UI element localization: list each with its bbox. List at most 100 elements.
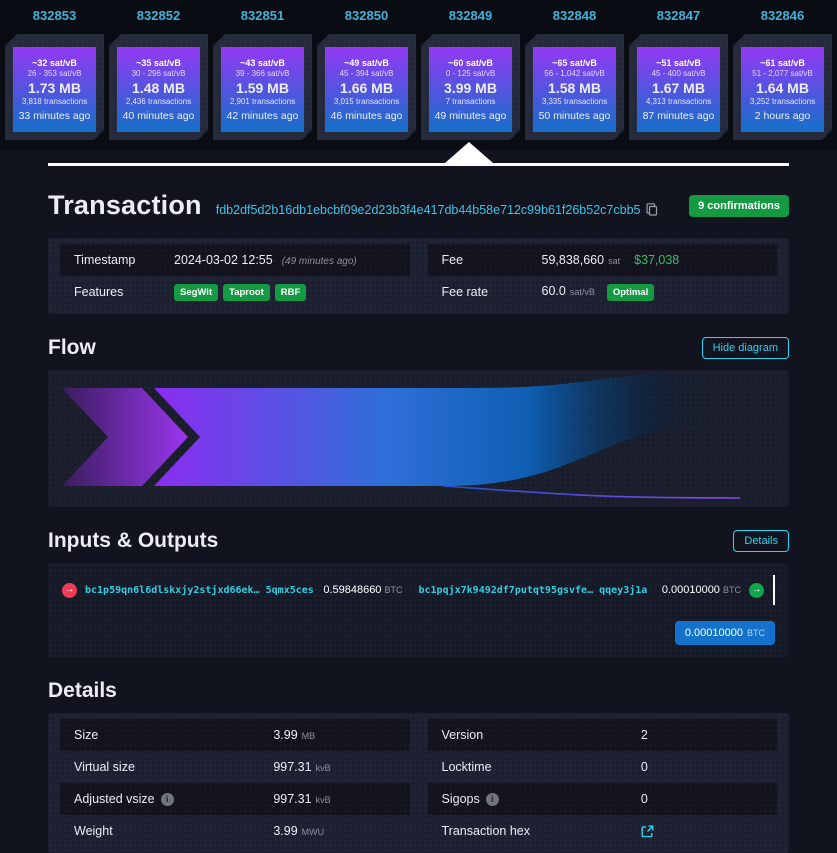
feature-badge-taproot[interactable]: Taproot <box>223 283 270 301</box>
version-value: 2 <box>640 728 648 742</box>
block-size: 1.66 MB <box>340 79 393 96</box>
feature-badge-segwit[interactable]: SegWit <box>174 283 219 301</box>
block-height-link[interactable]: 832848 <box>552 8 597 23</box>
block-median-fee: ~60 sat/vB <box>448 57 493 68</box>
block-face: ~65 sat/vB 56 - 1,042 sat/vB 1.58 MB 3,3… <box>533 47 616 132</box>
feerate-value: 60.0 <box>541 283 566 298</box>
page-title: Transaction <box>48 189 202 220</box>
block-card: 832848 ~65 sat/vB 56 - 1,042 sat/vB 1.58… <box>525 8 624 150</box>
block-tx-count: 2,436 transactions <box>125 96 192 106</box>
block-median-fee: ~61 sat/vB <box>760 57 805 68</box>
block-card-current: 832849 ~60 sat/vB 0 - 125 sat/vB 3.99 MB… <box>421 8 520 150</box>
block-size: 1.59 MB <box>236 79 289 96</box>
block-median-fee: ~32 sat/vB <box>32 57 77 68</box>
output-entry: bc1pqjx7k9492df7putqt95gsvfe… qqey3j1a 0… <box>418 575 775 605</box>
block-fee-range: 0 - 125 sat/vB <box>445 68 496 78</box>
flow-sankey-svg <box>62 372 741 499</box>
block-cube[interactable]: ~51 sat/vB 45 - 400 sat/vB 1.67 MB 4,313… <box>629 34 728 140</box>
block-median-fee: ~35 sat/vB <box>136 57 181 68</box>
block-tx-count: 7 transactions <box>445 96 496 106</box>
block-height-link[interactable]: 832849 <box>448 8 493 23</box>
block-median-fee: ~43 sat/vB <box>240 57 285 68</box>
block-height-link[interactable]: 832851 <box>240 8 285 23</box>
io-box: → bc1p59qn6l6dlskxjy2stjxd66ek… 5qmx5ces… <box>48 563 789 657</box>
external-link-icon[interactable] <box>641 825 654 838</box>
block-time: 50 minutes ago <box>538 109 611 122</box>
block-card: 832846 ~61 sat/vB 51 - 2,077 sat/vB 1.64… <box>733 8 832 150</box>
input-address-link[interactable]: bc1p59qn6l6dlskxjy2stjxd66ek… 5qmx5ces <box>85 584 314 596</box>
block-height-link[interactable]: 832847 <box>656 8 701 23</box>
block-size: 3.99 MB <box>444 79 497 96</box>
feerate-label: Fee rate <box>441 285 489 299</box>
size-row: Size 3.99 MB <box>60 719 410 751</box>
block-fee-range: 45 - 394 sat/vB <box>339 68 394 78</box>
block-tx-count: 3,335 transactions <box>541 96 608 106</box>
block-size: 1.48 MB <box>132 79 185 96</box>
locktime-value: 0 <box>640 760 648 774</box>
adjusted-vsize-value: 997.31 <box>273 792 312 806</box>
sigops-row: Sigops i 0 <box>427 783 777 815</box>
block-fee-range: 26 - 353 sat/vB <box>27 68 82 78</box>
size-label: Size <box>74 728 99 742</box>
txid-link[interactable]: fdb2df5d2b16db1ebcbf09e2d23b3f4e417db44b… <box>215 202 641 217</box>
features-label: Features <box>74 285 124 299</box>
block-time: 33 minutes ago <box>18 109 91 122</box>
block-median-fee: ~51 sat/vB <box>656 57 701 68</box>
weight-row: Weight 3.99 MWU <box>60 815 410 847</box>
block-card: 832852 ~35 sat/vB 30 - 296 sat/vB 1.48 M… <box>109 8 208 150</box>
weight-label: Weight <box>74 824 113 838</box>
block-cube[interactable]: ~65 sat/vB 56 - 1,042 sat/vB 1.58 MB 3,3… <box>525 34 624 140</box>
virtual-size-row: Virtual size 997.31 kvB <box>60 751 410 783</box>
adjusted-vsize-row: Adjusted vsize i 997.31 kvB <box>60 783 410 815</box>
block-height-link[interactable]: 832853 <box>32 8 77 23</box>
input-arrow-icon[interactable]: → <box>62 582 77 598</box>
timestamp-label: Timestamp <box>74 253 136 267</box>
details-header: Details <box>48 679 789 703</box>
version-label: Version <box>441 728 484 742</box>
block-fee-range: 51 - 2,077 sat/vB <box>752 68 813 78</box>
adjusted-vsize-unit: kvB <box>315 795 331 805</box>
block-cube[interactable]: ~32 sat/vB 26 - 353 sat/vB 1.73 MB 3,818… <box>5 34 104 140</box>
output-total-button[interactable]: 0.00010000 BTC <box>674 621 775 645</box>
block-time: 46 minutes ago <box>330 109 403 122</box>
block-face: ~32 sat/vB 26 - 353 sat/vB 1.73 MB 3,818… <box>13 47 96 132</box>
block-cube[interactable]: ~49 sat/vB 45 - 394 sat/vB 1.66 MB 3,015… <box>317 34 416 140</box>
block-card: 832850 ~49 sat/vB 45 - 394 sat/vB 1.66 M… <box>317 8 416 150</box>
block-cube[interactable]: ~35 sat/vB 30 - 296 sat/vB 1.48 MB 2,436… <box>109 34 208 140</box>
io-total-row: 0.00010000 BTC <box>62 621 775 645</box>
block-tx-count: 3,818 transactions <box>21 96 88 106</box>
feerate-row: Fee rate 60.0 sat/vB Optimal <box>428 276 778 308</box>
feerate-unit: sat/vB <box>569 286 595 297</box>
block-face: ~49 sat/vB 45 - 394 sat/vB 1.66 MB 3,015… <box>325 47 408 132</box>
output-arrow-icon[interactable]: → <box>749 582 764 598</box>
details-title: Details <box>48 679 117 702</box>
block-height-link[interactable]: 832850 <box>344 8 389 23</box>
info-icon[interactable]: i <box>485 792 499 806</box>
fee-unit: sat <box>608 256 621 266</box>
virtual-size-label: Virtual size <box>74 760 135 774</box>
size-value: 3.99 <box>273 728 298 742</box>
block-height-link[interactable]: 832852 <box>136 8 181 23</box>
block-cube[interactable]: ~43 sat/vB 39 - 366 sat/vB 1.59 MB 2,901… <box>213 34 312 140</box>
copy-icon[interactable] <box>646 203 658 216</box>
locktime-label: Locktime <box>441 760 492 774</box>
timestamp-value: 2024-03-02 12:55 <box>174 253 273 267</box>
output-amount-unit: BTC <box>723 585 741 595</box>
transaction-header: Transaction fdb2df5d2b16db1ebcbf09e2d23b… <box>48 182 789 228</box>
output-address-link[interactable]: bc1pqjx7k9492df7putqt95gsvfe… qqey3j1a <box>418 584 648 596</box>
block-face: ~35 sat/vB 30 - 296 sat/vB 1.48 MB 2,436… <box>117 47 200 132</box>
virtual-size-value: 997.31 <box>273 760 312 774</box>
io-details-button[interactable]: Details <box>733 530 789 552</box>
block-time: 87 minutes ago <box>642 109 715 122</box>
block-card: 832853 ~32 sat/vB 26 - 353 sat/vB 1.73 M… <box>5 8 104 150</box>
fee-value: 59,838,660 <box>541 253 605 267</box>
flow-diagram[interactable] <box>48 370 789 507</box>
feature-badge-rbf[interactable]: RBF <box>274 283 307 301</box>
block-cube[interactable]: ~60 sat/vB 0 - 125 sat/vB 3.99 MB 7 tran… <box>421 34 520 140</box>
virtual-size-unit: kvB <box>315 763 331 773</box>
block-cube[interactable]: ~61 sat/vB 51 - 2,077 sat/vB 1.64 MB 3,2… <box>733 34 832 140</box>
hide-diagram-button[interactable]: Hide diagram <box>701 337 789 359</box>
info-icon[interactable]: i <box>160 792 174 806</box>
input-amount: 0.59848660 <box>323 584 382 596</box>
block-height-link[interactable]: 832846 <box>760 8 805 23</box>
